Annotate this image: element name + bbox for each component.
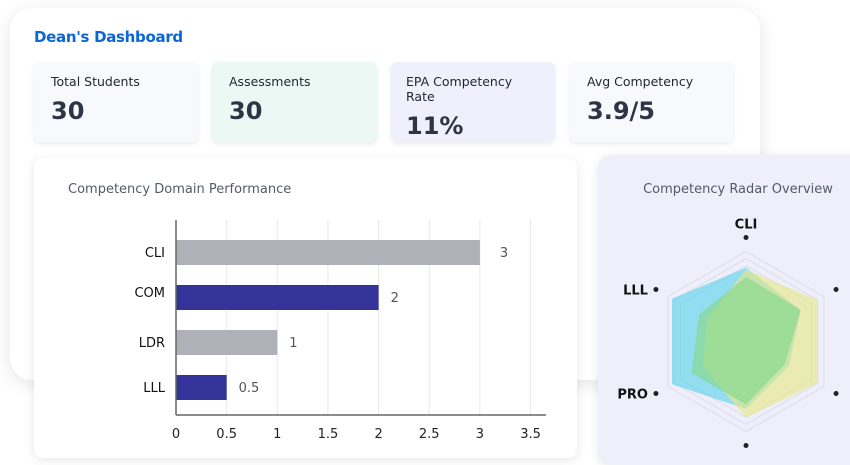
stat-value: 30 bbox=[229, 97, 263, 125]
radar-axis-point bbox=[743, 443, 749, 448]
x-tick-label: 3.5 bbox=[520, 427, 541, 442]
y-tick-label: CLI bbox=[145, 246, 165, 261]
x-tick-label: 2 bbox=[374, 427, 382, 442]
stat-card-total-students: Total Students 30 bbox=[34, 62, 198, 142]
radar-grid bbox=[667, 250, 825, 433]
stat-label: Avg Competency bbox=[587, 74, 694, 89]
stat-value: 3.9/5 bbox=[587, 97, 655, 125]
bar-ldr bbox=[176, 330, 278, 355]
bar-chart-title: Competency Domain Performance bbox=[68, 182, 291, 197]
stat-label: Assessments bbox=[229, 74, 311, 89]
radar-axis-point bbox=[833, 391, 839, 396]
stat-value: 11% bbox=[406, 112, 464, 140]
x-tick-label: 1.5 bbox=[318, 427, 339, 442]
x-tick-label: 0.5 bbox=[216, 427, 237, 442]
y-tick-label: LLL bbox=[143, 381, 165, 396]
page-title: Dean's Dashboard bbox=[34, 28, 183, 46]
x-tick-label: 1 bbox=[273, 427, 281, 442]
radar-axis-label: PRO bbox=[617, 388, 648, 403]
bar-com bbox=[176, 285, 379, 310]
radar-axis-point bbox=[653, 287, 659, 292]
x-tick-label: 3 bbox=[476, 427, 484, 442]
stat-label: Total Students bbox=[51, 74, 140, 89]
radar-axis-point bbox=[743, 235, 749, 240]
radar-axis-label: LLL bbox=[623, 284, 648, 299]
data-label: 1 bbox=[289, 336, 297, 351]
radar-series-3 bbox=[691, 276, 801, 405]
x-tick-label: 0 bbox=[172, 427, 180, 442]
radar-chart-title: Competency Radar Overview bbox=[643, 182, 833, 197]
bar-cli bbox=[176, 240, 480, 265]
bar-lll bbox=[176, 375, 227, 400]
data-label: 2 bbox=[391, 291, 399, 306]
data-label: 0.5 bbox=[239, 381, 260, 396]
y-tick-label: COM bbox=[134, 286, 165, 301]
data-label: 3 bbox=[500, 246, 508, 261]
stat-card-avg-competency: Avg Competency 3.9/5 bbox=[570, 62, 733, 142]
y-tick-label: LDR bbox=[139, 336, 165, 351]
stat-value: 30 bbox=[51, 97, 85, 125]
radar-axis-point bbox=[653, 391, 659, 396]
stat-card-epa-rate: EPA Competency Rate 11% bbox=[391, 62, 555, 142]
radar-axis-label: CLI bbox=[735, 218, 758, 233]
charts-svg: Competency Domain Performance Competency… bbox=[68, 182, 839, 448]
stat-label: EPA Competency Rate bbox=[406, 74, 513, 104]
stat-card-assessments: Assessments 30 bbox=[212, 62, 377, 142]
radar-axis-point bbox=[833, 287, 839, 292]
x-tick-label: 2.5 bbox=[419, 427, 440, 442]
